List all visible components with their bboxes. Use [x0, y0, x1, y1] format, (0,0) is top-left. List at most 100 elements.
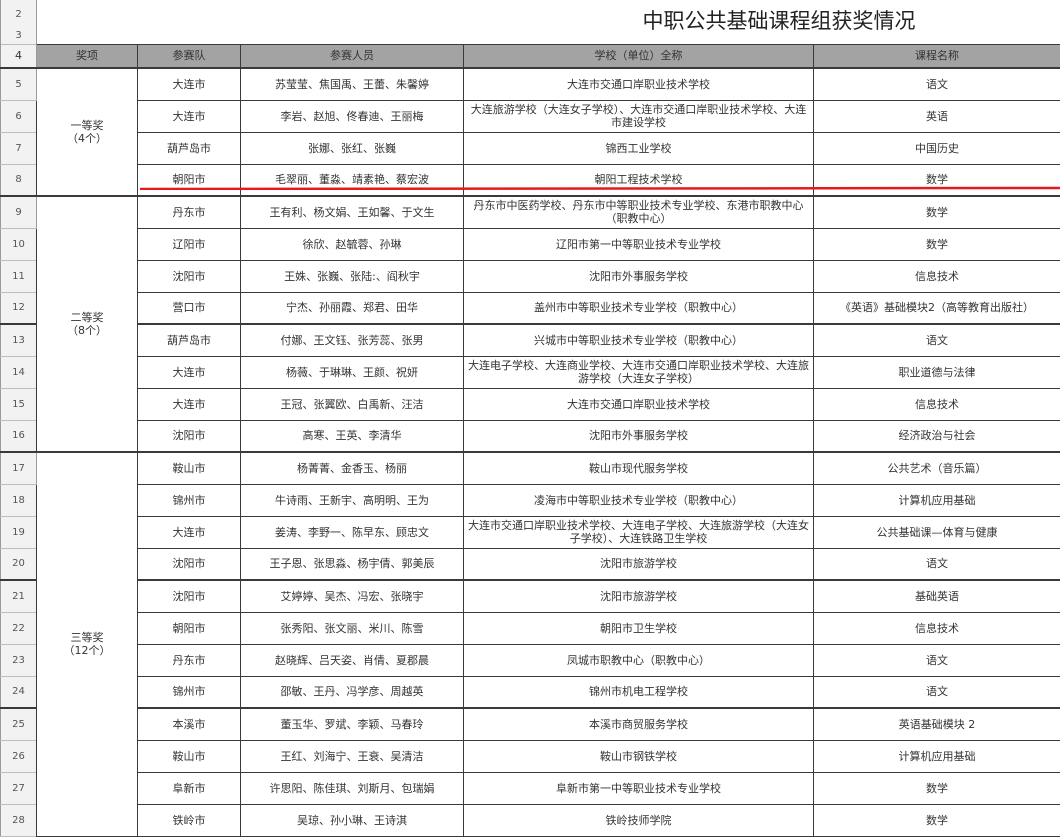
row-header[interactable]: 22	[1, 612, 37, 644]
row-header[interactable]: 2	[1, 0, 37, 28]
row-header[interactable]: 28	[1, 804, 37, 836]
team-cell[interactable]: 葫芦岛市	[138, 132, 241, 164]
course-cell[interactable]: 计算机应用基础	[814, 484, 1060, 516]
course-cell[interactable]: 信息技术	[814, 260, 1060, 292]
members-cell[interactable]: 高寒、王英、李清华	[241, 420, 464, 452]
team-cell[interactable]: 朝阳市	[138, 164, 241, 196]
row-header[interactable]: 19	[1, 516, 37, 548]
course-cell[interactable]: 语文	[814, 644, 1060, 676]
course-cell[interactable]: 数学	[814, 772, 1060, 804]
school-cell[interactable]: 沈阳市旅游学校	[464, 580, 814, 612]
members-cell[interactable]: 姜涛、李野一、陈早东、顾忠文	[241, 516, 464, 548]
school-cell[interactable]: 锦西工业学校	[464, 132, 814, 164]
team-cell[interactable]: 朝阳市	[138, 612, 241, 644]
team-cell[interactable]: 营口市	[138, 292, 241, 324]
team-cell[interactable]: 沈阳市	[138, 548, 241, 580]
school-cell[interactable]: 大连市交通口岸职业技术学校、大连电子学校、大连旅游学校（大连女子学校）、大连铁路…	[464, 516, 814, 548]
course-cell[interactable]: 信息技术	[814, 612, 1060, 644]
row-header[interactable]: 18	[1, 484, 37, 516]
row-header[interactable]: 5	[1, 68, 37, 100]
header-team[interactable]: 参赛队	[138, 44, 241, 68]
row-header[interactable]: 26	[1, 740, 37, 772]
members-cell[interactable]: 吴琼、孙小琳、王诗淇	[241, 804, 464, 836]
members-cell[interactable]: 邵敏、王丹、冯学彦、周越英	[241, 676, 464, 708]
members-cell[interactable]: 张秀阳、张文丽、米川、陈雪	[241, 612, 464, 644]
header-members[interactable]: 参赛人员	[241, 44, 464, 68]
row-header[interactable]: 9	[1, 196, 37, 228]
course-cell[interactable]: 信息技术	[814, 388, 1060, 420]
school-cell[interactable]: 凤城市职教中心（职教中心）	[464, 644, 814, 676]
team-cell[interactable]: 丹东市	[138, 196, 241, 228]
team-cell[interactable]: 沈阳市	[138, 260, 241, 292]
course-cell[interactable]: 公共艺术（音乐篇）	[814, 452, 1060, 484]
row-header[interactable]: 6	[1, 100, 37, 132]
row-header[interactable]: 4	[1, 44, 37, 68]
members-cell[interactable]: 王有利、杨文娟、王如馨、于文生	[241, 196, 464, 228]
team-cell[interactable]: 沈阳市	[138, 580, 241, 612]
team-cell[interactable]: 锦州市	[138, 676, 241, 708]
row-header[interactable]: 3	[1, 28, 37, 44]
header-course[interactable]: 课程名称	[814, 44, 1060, 68]
school-cell[interactable]: 大连旅游学校（大连女子学校）、大连市交通口岸职业技术学校、大连市建设学校	[464, 100, 814, 132]
members-cell[interactable]: 苏莹莹、焦国禹、王蕾、朱馨婷	[241, 68, 464, 100]
school-cell[interactable]: 鞍山市现代服务学校	[464, 452, 814, 484]
course-cell[interactable]: 职业道德与法律	[814, 356, 1060, 388]
row-header[interactable]: 17	[1, 452, 37, 484]
award-cell[interactable]: 三等奖（12个）	[37, 452, 138, 836]
course-cell[interactable]: 语文	[814, 548, 1060, 580]
members-cell[interactable]: 宁杰、孙丽霞、郑君、田华	[241, 292, 464, 324]
course-cell[interactable]: 基础英语	[814, 580, 1060, 612]
team-cell[interactable]: 大连市	[138, 388, 241, 420]
members-cell[interactable]: 李岩、赵旭、佟春迪、王丽梅	[241, 100, 464, 132]
school-cell[interactable]: 大连电子学校、大连商业学校、大连市交通口岸职业技术学校、大连旅游学校（大连女子学…	[464, 356, 814, 388]
row-header[interactable]: 11	[1, 260, 37, 292]
school-cell[interactable]: 盖州市中等职业技术专业学校（职教中心）	[464, 292, 814, 324]
school-cell[interactable]: 沈阳市外事服务学校	[464, 420, 814, 452]
members-cell[interactable]: 王姝、张巍、张陆:、阎秋宇	[241, 260, 464, 292]
course-cell[interactable]: 数学	[814, 196, 1060, 228]
school-cell[interactable]: 丹东市中医药学校、丹东市中等职业技术专业学校、东港市职教中心（职教中心）	[464, 196, 814, 228]
school-cell[interactable]: 锦州市机电工程学校	[464, 676, 814, 708]
course-cell[interactable]: 经济政治与社会	[814, 420, 1060, 452]
row-header[interactable]: 25	[1, 708, 37, 740]
course-cell[interactable]: 语文	[814, 68, 1060, 100]
school-cell[interactable]: 沈阳市外事服务学校	[464, 260, 814, 292]
members-cell[interactable]: 赵晓辉、吕天姿、肖倩、夏郡晨	[241, 644, 464, 676]
school-cell[interactable]: 铁岭技师学院	[464, 804, 814, 836]
row-header[interactable]: 15	[1, 388, 37, 420]
header-school[interactable]: 学校（单位）全称	[464, 44, 814, 68]
team-cell[interactable]: 锦州市	[138, 484, 241, 516]
school-cell[interactable]: 兴城市中等职业技术专业学校（职教中心）	[464, 324, 814, 356]
school-cell[interactable]: 凌海市中等职业技术专业学校（职教中心）	[464, 484, 814, 516]
school-cell[interactable]: 大连市交通口岸职业技术学校	[464, 388, 814, 420]
row-header[interactable]: 10	[1, 228, 37, 260]
team-cell[interactable]: 阜新市	[138, 772, 241, 804]
members-cell[interactable]: 付娜、王文钰、张芳蕊、张男	[241, 324, 464, 356]
course-cell[interactable]: 数学	[814, 164, 1060, 196]
course-cell[interactable]: 英语	[814, 100, 1060, 132]
row-header[interactable]: 16	[1, 420, 37, 452]
members-cell[interactable]: 徐欣、赵毓蓉、孙琳	[241, 228, 464, 260]
school-cell[interactable]: 辽阳市第一中等职业技术专业学校	[464, 228, 814, 260]
team-cell[interactable]: 大连市	[138, 516, 241, 548]
school-cell[interactable]: 朝阳市卫生学校	[464, 612, 814, 644]
members-cell[interactable]: 毛翠丽、董淼、靖素艳、蔡宏波	[241, 164, 464, 196]
course-cell[interactable]: 中国历史	[814, 132, 1060, 164]
members-cell[interactable]: 张娜、张红、张巍	[241, 132, 464, 164]
school-cell[interactable]: 本溪市商贸服务学校	[464, 708, 814, 740]
team-cell[interactable]: 铁岭市	[138, 804, 241, 836]
row-header[interactable]: 7	[1, 132, 37, 164]
course-cell[interactable]: 《英语》基础模块2（高等教育出版社）	[814, 292, 1060, 324]
school-cell[interactable]: 沈阳市旅游学校	[464, 548, 814, 580]
members-cell[interactable]: 许思阳、陈佳琪、刘斯月、包瑞娟	[241, 772, 464, 804]
team-cell[interactable]: 葫芦岛市	[138, 324, 241, 356]
members-cell[interactable]: 王子恩、张思淼、杨宇倩、郭美辰	[241, 548, 464, 580]
team-cell[interactable]: 辽阳市	[138, 228, 241, 260]
row-header[interactable]: 12	[1, 292, 37, 324]
award-cell[interactable]: 一等奖（4个）	[37, 68, 138, 196]
row-header[interactable]: 20	[1, 548, 37, 580]
team-cell[interactable]: 大连市	[138, 356, 241, 388]
award-cell[interactable]: 二等奖（8个）	[37, 196, 138, 452]
team-cell[interactable]: 本溪市	[138, 708, 241, 740]
team-cell[interactable]: 丹东市	[138, 644, 241, 676]
